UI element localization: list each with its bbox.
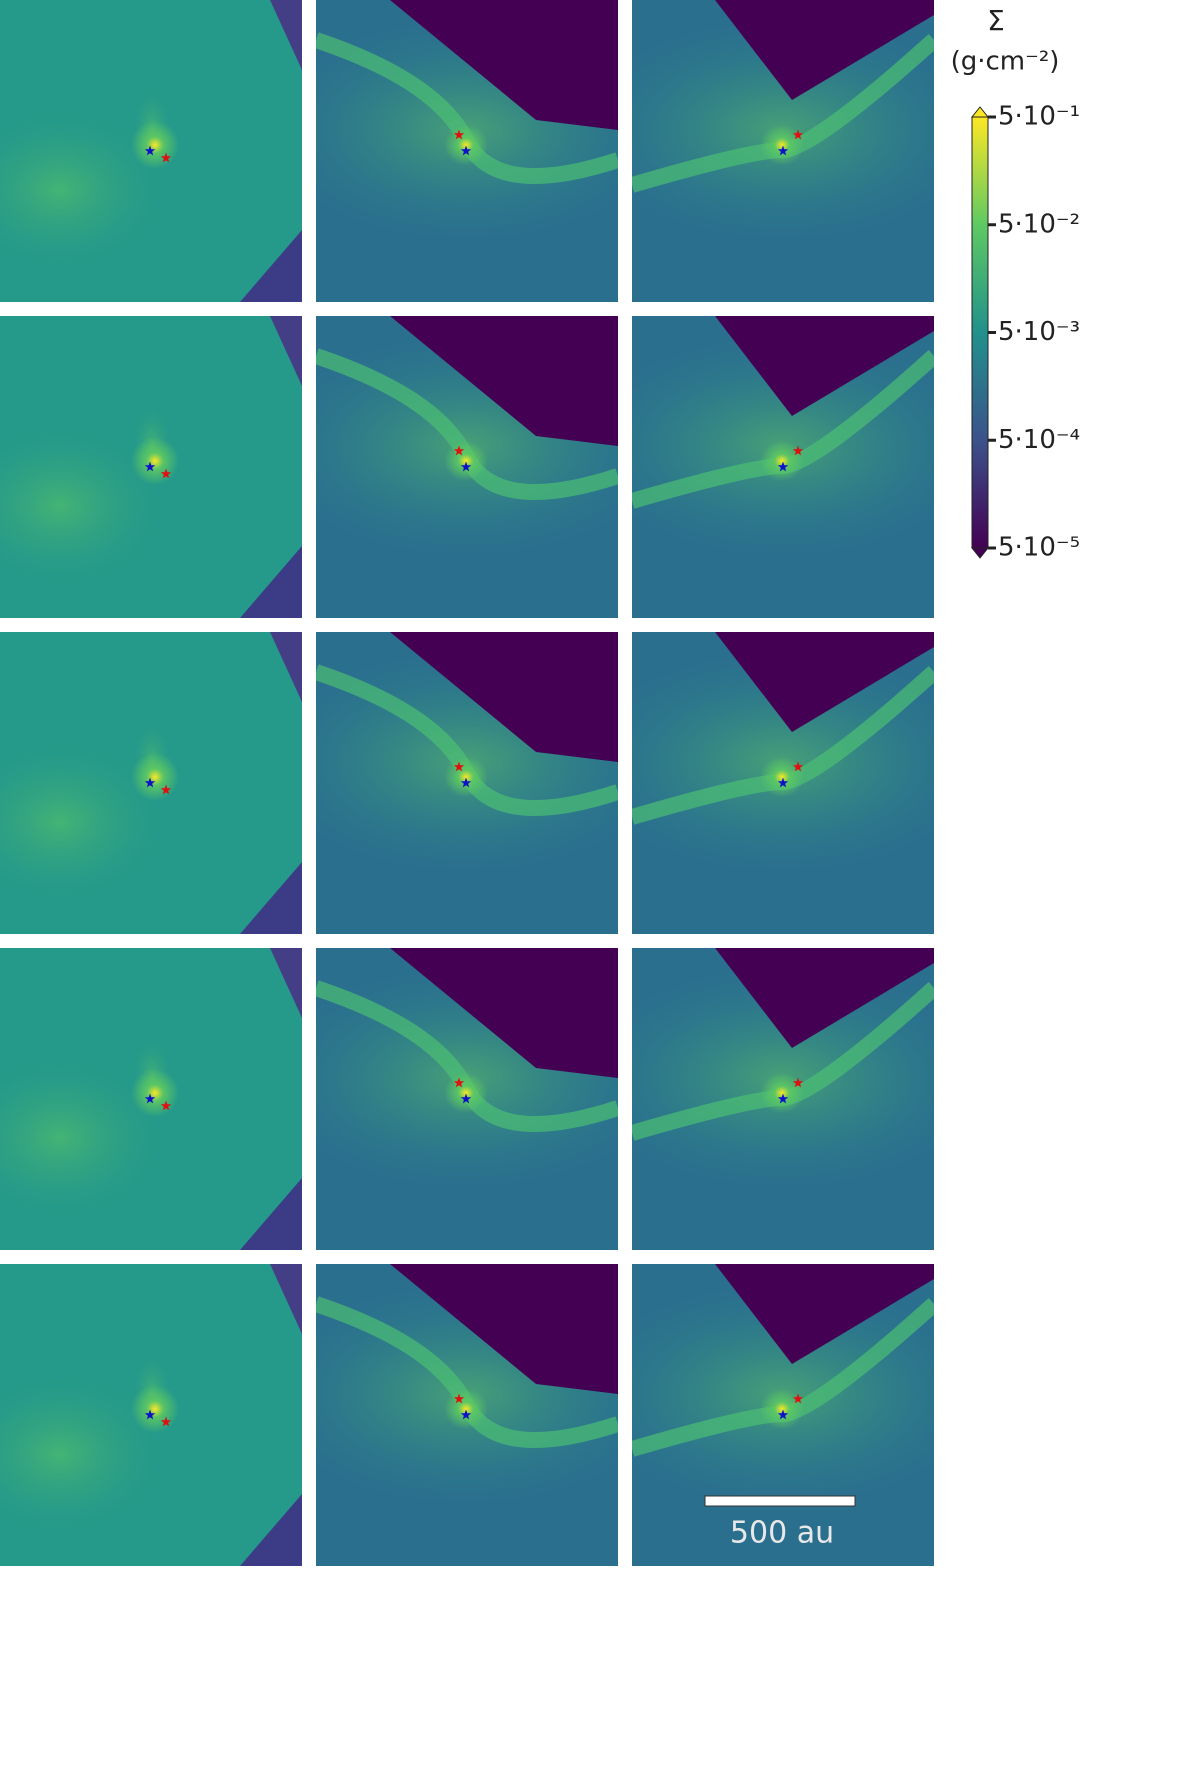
panel — [632, 948, 934, 1250]
star — [777, 1409, 789, 1420]
void — [240, 546, 302, 618]
void — [270, 316, 302, 386]
void — [390, 632, 618, 762]
void — [270, 632, 302, 702]
star — [460, 777, 472, 788]
void — [270, 1264, 302, 1334]
void — [270, 0, 302, 70]
star — [792, 761, 804, 772]
colorbar-extend-min — [970, 547, 990, 559]
panel — [316, 632, 618, 934]
blob — [131, 121, 179, 169]
star — [792, 129, 804, 140]
star — [453, 1077, 465, 1088]
panel — [316, 948, 618, 1250]
void — [390, 948, 618, 1078]
panel — [316, 1264, 618, 1566]
star — [777, 145, 789, 156]
panels — [0, 0, 934, 1566]
panel — [0, 316, 302, 618]
scale-bar — [704, 1495, 856, 1507]
void — [270, 948, 302, 1018]
blob — [131, 753, 179, 801]
void — [390, 316, 618, 446]
star — [792, 445, 804, 456]
star — [460, 1093, 472, 1104]
panel — [0, 948, 302, 1250]
star — [460, 461, 472, 472]
void — [390, 0, 618, 130]
void — [240, 862, 302, 934]
star — [144, 1409, 156, 1420]
colorbar-symbol: Σ — [987, 4, 1005, 37]
void — [390, 1264, 618, 1394]
star — [460, 145, 472, 156]
colorbar-tick-label: 5·10⁻¹ — [998, 102, 1080, 132]
star — [777, 1093, 789, 1104]
void — [715, 948, 934, 1048]
panel — [0, 1264, 302, 1566]
star — [160, 784, 172, 795]
blob — [444, 441, 488, 481]
panel — [316, 316, 618, 618]
void — [715, 0, 934, 100]
colorbar — [971, 116, 989, 549]
blob — [444, 1073, 488, 1113]
star — [792, 1393, 804, 1404]
star — [777, 777, 789, 788]
colorbar-extend-max — [970, 106, 990, 118]
void — [240, 1178, 302, 1250]
void — [240, 1494, 302, 1566]
colorbar-tick-label: 5·10⁻³ — [998, 317, 1080, 347]
blob — [444, 125, 488, 165]
void — [715, 632, 934, 732]
panel — [632, 316, 934, 618]
blob — [444, 757, 488, 797]
void — [715, 1264, 934, 1364]
star — [460, 1409, 472, 1420]
blob — [131, 437, 179, 485]
colorbar-tick-label: 5·10⁻² — [998, 209, 1080, 239]
star — [160, 152, 172, 163]
star — [144, 1093, 156, 1104]
blob — [760, 125, 804, 165]
blob — [131, 1069, 179, 1117]
star — [160, 468, 172, 479]
star — [453, 761, 465, 772]
panel — [632, 632, 934, 934]
panel — [632, 1264, 934, 1566]
blob — [131, 1385, 179, 1433]
scale-bar-label: 500 au — [730, 1516, 834, 1551]
star — [160, 1100, 172, 1111]
blob — [760, 757, 804, 797]
panel — [316, 0, 618, 302]
blob — [444, 1389, 488, 1429]
panel — [0, 632, 302, 934]
void — [240, 230, 302, 302]
star — [144, 145, 156, 156]
star — [453, 1393, 465, 1404]
star — [160, 1416, 172, 1427]
star — [453, 445, 465, 456]
panel — [632, 0, 934, 302]
blob — [760, 1073, 804, 1113]
star — [144, 777, 156, 788]
star — [777, 461, 789, 472]
void — [715, 316, 934, 416]
star — [144, 461, 156, 472]
star — [792, 1077, 804, 1088]
colorbar-tick-label: 5·10⁻⁴ — [998, 425, 1080, 455]
colorbar-tick-label: 5·10⁻⁵ — [998, 533, 1080, 563]
blob — [760, 441, 804, 481]
star — [453, 129, 465, 140]
panel — [0, 0, 302, 302]
colorbar-unit: (g·cm⁻²) — [951, 47, 1060, 77]
blob — [760, 1389, 804, 1429]
